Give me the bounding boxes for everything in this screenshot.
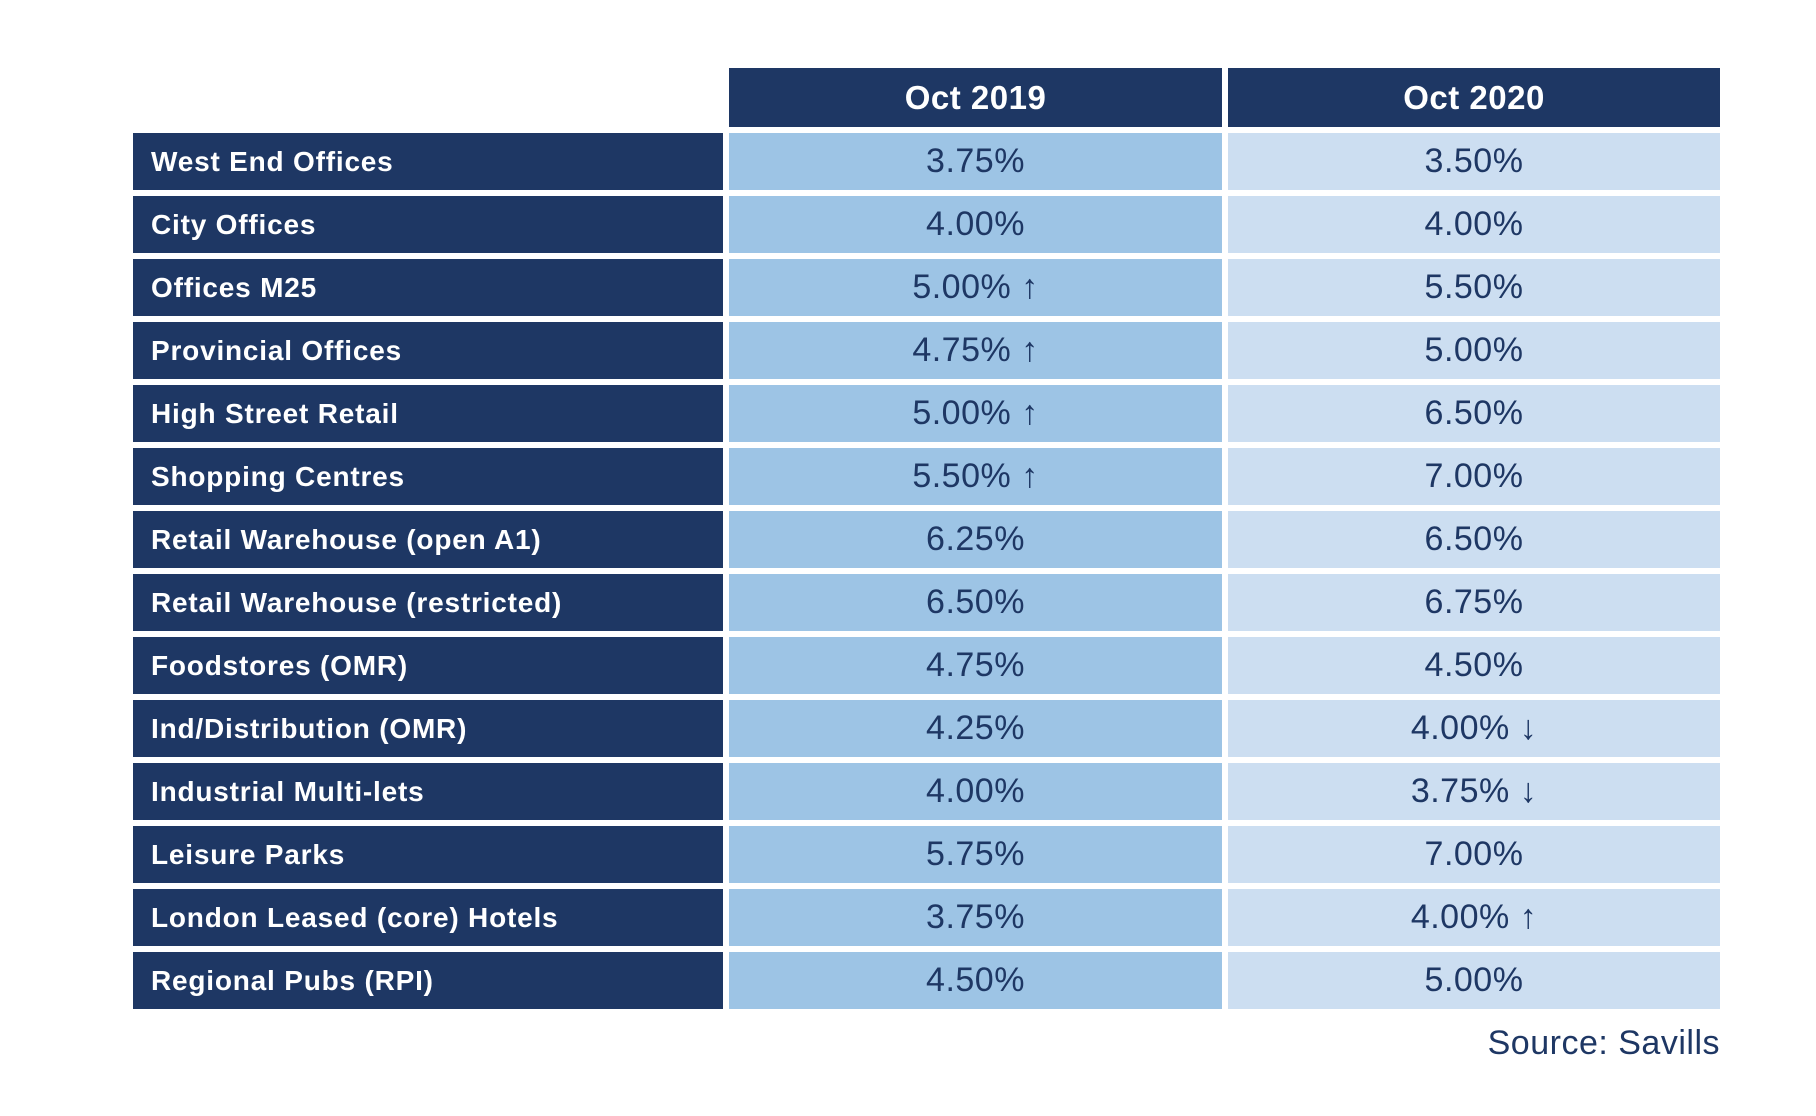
value-cell-oct2019: 4.25%	[729, 700, 1222, 757]
row-label: Leisure Parks	[133, 826, 723, 883]
value-cell-oct2020: 4.00% ↑	[1228, 889, 1720, 946]
value-cell-oct2020: 4.00% ↓	[1228, 700, 1720, 757]
value-cell-oct2020: 5.50%	[1228, 259, 1720, 316]
value-cell-oct2019: 4.00%	[729, 763, 1222, 820]
value-cell-oct2019: 5.00% ↑	[729, 259, 1222, 316]
yields-table: Oct 2019 Oct 2020 West End Offices 3.75%…	[133, 68, 1720, 1009]
value-cell-oct2020: 5.00%	[1228, 952, 1720, 1009]
value-cell-oct2020: 6.50%	[1228, 511, 1720, 568]
value-cell-oct2019: 3.75%	[729, 133, 1222, 190]
source-caption: Source: Savills	[1487, 1024, 1720, 1062]
value-cell-oct2020: 6.50%	[1228, 385, 1720, 442]
value-cell-oct2020: 6.75%	[1228, 574, 1720, 631]
value-cell-oct2020: 3.50%	[1228, 133, 1720, 190]
row-label: Regional Pubs (RPI)	[133, 952, 723, 1009]
value-cell-oct2020: 3.75% ↓	[1228, 763, 1720, 820]
value-cell-oct2019: 4.50%	[729, 952, 1222, 1009]
row-label: Shopping Centres	[133, 448, 723, 505]
value-cell-oct2019: 4.75%	[729, 637, 1222, 694]
row-label: Ind/Distribution (OMR)	[133, 700, 723, 757]
row-label: Provincial Offices	[133, 322, 723, 379]
value-cell-oct2020: 7.00%	[1228, 448, 1720, 505]
column-header-oct-2020: Oct 2020	[1228, 68, 1720, 127]
value-cell-oct2019: 5.00% ↑	[729, 385, 1222, 442]
value-cell-oct2019: 3.75%	[729, 889, 1222, 946]
row-label: Offices M25	[133, 259, 723, 316]
value-cell-oct2020: 4.50%	[1228, 637, 1720, 694]
value-cell-oct2019: 4.75% ↑	[729, 322, 1222, 379]
row-label: Retail Warehouse (open A1)	[133, 511, 723, 568]
value-cell-oct2019: 5.50% ↑	[729, 448, 1222, 505]
row-label: West End Offices	[133, 133, 723, 190]
value-cell-oct2020: 4.00%	[1228, 196, 1720, 253]
value-cell-oct2019: 6.50%	[729, 574, 1222, 631]
value-cell-oct2020: 7.00%	[1228, 826, 1720, 883]
row-label: Industrial Multi-lets	[133, 763, 723, 820]
row-label: Retail Warehouse (restricted)	[133, 574, 723, 631]
row-label: London Leased (core) Hotels	[133, 889, 723, 946]
value-cell-oct2019: 6.25%	[729, 511, 1222, 568]
column-header-oct-2019: Oct 2019	[729, 68, 1222, 127]
value-cell-oct2019: 5.75%	[729, 826, 1222, 883]
header-spacer	[133, 68, 723, 127]
row-label: Foodstores (OMR)	[133, 637, 723, 694]
value-cell-oct2020: 5.00%	[1228, 322, 1720, 379]
row-label: High Street Retail	[133, 385, 723, 442]
value-cell-oct2019: 4.00%	[729, 196, 1222, 253]
row-label: City Offices	[133, 196, 723, 253]
